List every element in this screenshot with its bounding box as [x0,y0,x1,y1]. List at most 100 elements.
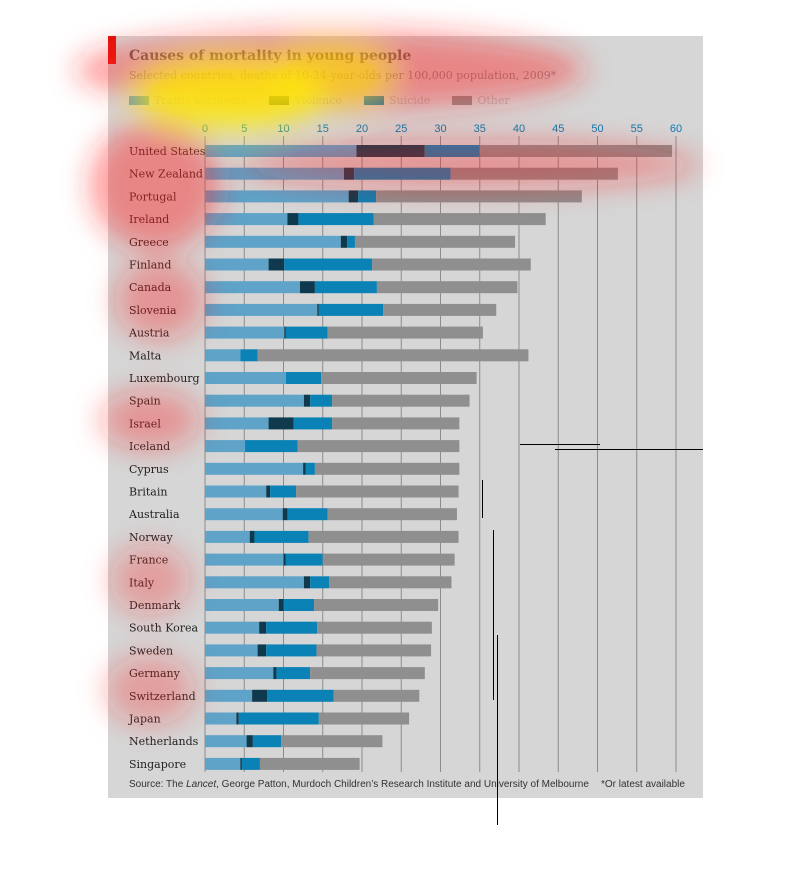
bar-traffic [205,667,274,680]
bar-traffic [205,372,286,384]
bar-violence [252,689,268,702]
bar-traffic [205,235,341,248]
source-prefix: Source: The [129,779,187,790]
bar-violence [317,303,319,316]
bar-traffic [205,462,304,475]
category-label: New Zealand [129,168,203,181]
bar-traffic [205,576,304,589]
bar-suicide [424,145,480,157]
bar-suicide [266,621,318,634]
bar-traffic [205,530,250,543]
bar-suicide [276,667,311,680]
bar-suicide [270,485,297,498]
bar-other [296,485,459,498]
bar-violence [303,576,311,589]
bar-traffic [205,712,237,725]
bar-violence [343,167,355,180]
category-label: Cyprus [129,463,169,476]
bar-traffic [205,167,344,180]
bar-violence [283,553,286,566]
category-label: Switzerland [129,690,196,703]
bar-suicide [305,462,315,475]
category-label: Italy [129,576,155,589]
bar-traffic [205,440,246,453]
category-label: Denmark [129,599,181,612]
bar-violence [240,757,242,770]
bar-traffic [205,508,283,521]
bar-other [450,167,618,180]
bar-traffic [205,644,258,657]
bar-violence [348,190,359,203]
bar-other [373,213,546,226]
category-label: Sweden [129,644,173,657]
bar-other [281,735,383,748]
bar-traffic [205,621,260,634]
bar-violence [287,213,299,226]
x-tick-label: 50 [591,123,603,135]
bar-violence [259,621,267,634]
source-journal: Lancet [186,779,217,790]
bar-other [332,417,460,430]
annotation-line [520,444,600,445]
bar-traffic [205,258,269,271]
bar-other [327,508,457,521]
bar-traffic [205,553,284,566]
bar-other [479,145,673,157]
bar-other [259,757,360,770]
bar-suicide [240,349,258,362]
category-label: Greece [129,236,169,249]
category-label: Singapore [129,758,186,771]
source-note: Source: The Lancet, George Patton, Murdo… [129,779,589,790]
bar-suicide [238,712,319,725]
bar-violence [340,235,348,248]
category-label: United States [129,145,206,158]
category-label: Israel [129,417,161,430]
bar-suicide [354,167,451,180]
bar-other [314,462,460,475]
category-label: Luxembourg [129,372,200,385]
x-tick-label: 40 [513,123,525,135]
category-label: Malta [129,349,162,362]
category-label: France [129,554,168,567]
bar-violence [249,530,255,543]
bar-suicide [314,281,377,294]
bar-traffic [205,190,349,203]
x-tick-label: 60 [670,123,682,135]
footnote: *Or latest available [601,779,685,790]
bar-traffic [205,394,304,407]
bar-violence [266,485,271,498]
bar-suicide [358,190,377,203]
bar-other [327,326,483,339]
bar-traffic [205,485,267,498]
bar-violence [356,145,425,157]
bar-traffic [205,145,357,157]
bar-other [316,644,432,657]
bar-violence [303,462,306,475]
bar-traffic [205,213,288,226]
bar-other [329,576,452,589]
category-label: Germany [129,667,181,680]
bar-violence [284,326,286,339]
bar-traffic [205,689,253,702]
category-label: Netherlands [129,735,199,748]
category-label: Britain [129,486,167,499]
bar-traffic [205,599,279,611]
bar-other [317,621,432,634]
bar-suicide [284,258,373,271]
bar-traffic [205,735,247,748]
bar-suicide [283,599,315,611]
category-label: Iceland [129,440,170,453]
bar-traffic [205,303,318,316]
category-label: Japan [128,713,161,726]
bar-traffic [205,281,300,294]
x-tick-label: 20 [356,123,368,135]
bar-other [310,667,425,680]
category-label: Spain [129,395,161,408]
bar-other [321,372,477,384]
bar-other [372,258,531,271]
bar-other [333,689,420,702]
x-tick-label: 25 [395,123,407,135]
bar-violence [282,508,288,521]
bar-suicide [310,576,330,589]
annotation-line [493,530,494,700]
